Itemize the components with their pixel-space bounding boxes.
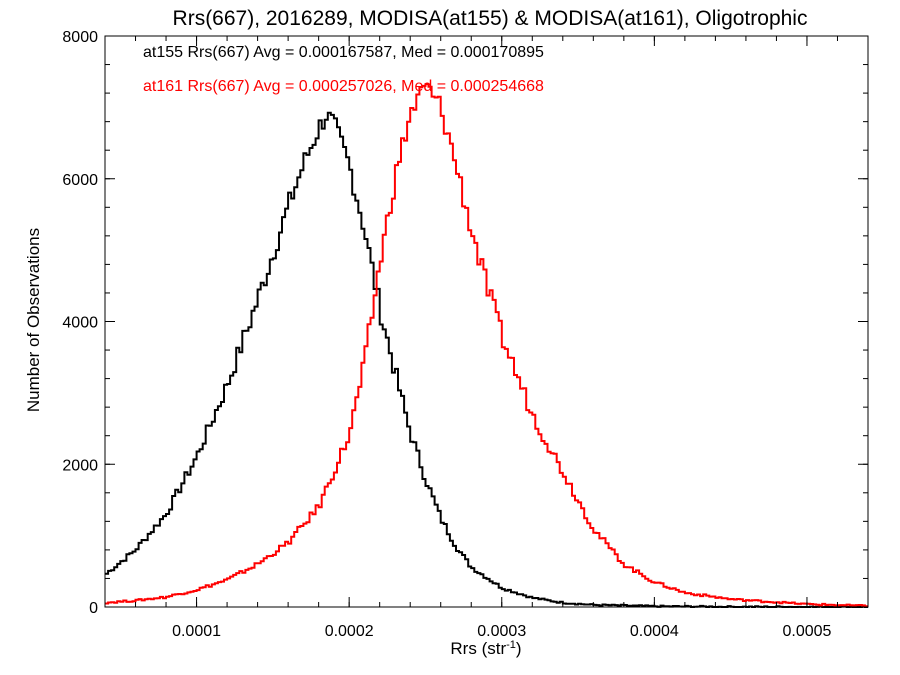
x-tick-label: 0.0003 bbox=[477, 623, 526, 640]
x-axis-label-superscript: -1 bbox=[506, 639, 516, 651]
x-axis-label: Rrs (str-1) bbox=[450, 639, 521, 658]
series-stats-at155: at155 Rrs(667) Avg = 0.000167587, Med = … bbox=[143, 44, 544, 61]
x-tick-label: 0.0001 bbox=[172, 623, 221, 640]
x-tick-label: 0.0004 bbox=[630, 623, 679, 640]
chart-title: Rrs(667), 2016289, MODISA(at155) & MODIS… bbox=[173, 7, 808, 30]
ticks-layer: 0.0001 0.0002 0.0003 0.0004 0.0005 0 2000 4000 6… bbox=[62, 29, 869, 640]
series-line-at155 bbox=[105, 111, 868, 608]
plot-area: 0.0001 0.0002 0.0003 0.0004 0.0005 0 2000 4000 6… bbox=[62, 29, 869, 640]
y-tick-label: 6000 bbox=[62, 172, 98, 189]
x-axis-label-text: Rrs (str bbox=[450, 639, 506, 658]
series-layer bbox=[105, 83, 868, 608]
series-line-at161 bbox=[105, 83, 868, 608]
x-axis-label-suffix: ) bbox=[516, 639, 522, 658]
series-stats-at161: at161 Rrs(667) Avg = 0.000257026, Med = … bbox=[143, 78, 544, 95]
plot-frame bbox=[104, 35, 869, 608]
y-axis-label: Number of Observations bbox=[24, 228, 43, 412]
y-tick-label: 2000 bbox=[62, 457, 98, 474]
x-tick-label: 0.0005 bbox=[782, 623, 831, 640]
y-tick-label: 0 bbox=[89, 600, 98, 617]
x-tick-label: 0.0002 bbox=[325, 623, 374, 640]
y-tick-label: 4000 bbox=[62, 315, 98, 332]
y-tick-label: 8000 bbox=[62, 29, 98, 46]
